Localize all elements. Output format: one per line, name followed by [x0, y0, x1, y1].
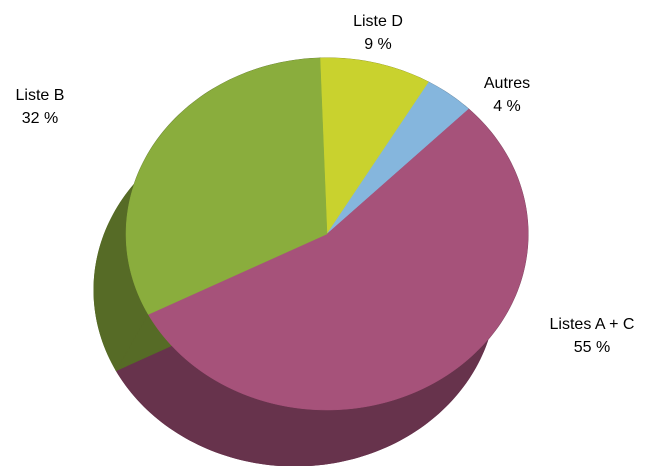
slice — [319, 57, 430, 235]
slice-value-label: 32 % — [22, 110, 58, 127]
slice-label: Liste B — [16, 87, 65, 104]
slice-value-label: 9 % — [364, 36, 392, 53]
slice-label: Listes A + C — [550, 316, 635, 333]
slice — [326, 81, 470, 235]
slice-value-label: 55 % — [574, 339, 610, 356]
slice — [147, 108, 529, 411]
slice-value-label: 4 % — [493, 98, 521, 115]
slice-label: Liste D — [353, 13, 403, 30]
slice-label: Autres — [484, 75, 530, 92]
slice — [125, 57, 328, 315]
